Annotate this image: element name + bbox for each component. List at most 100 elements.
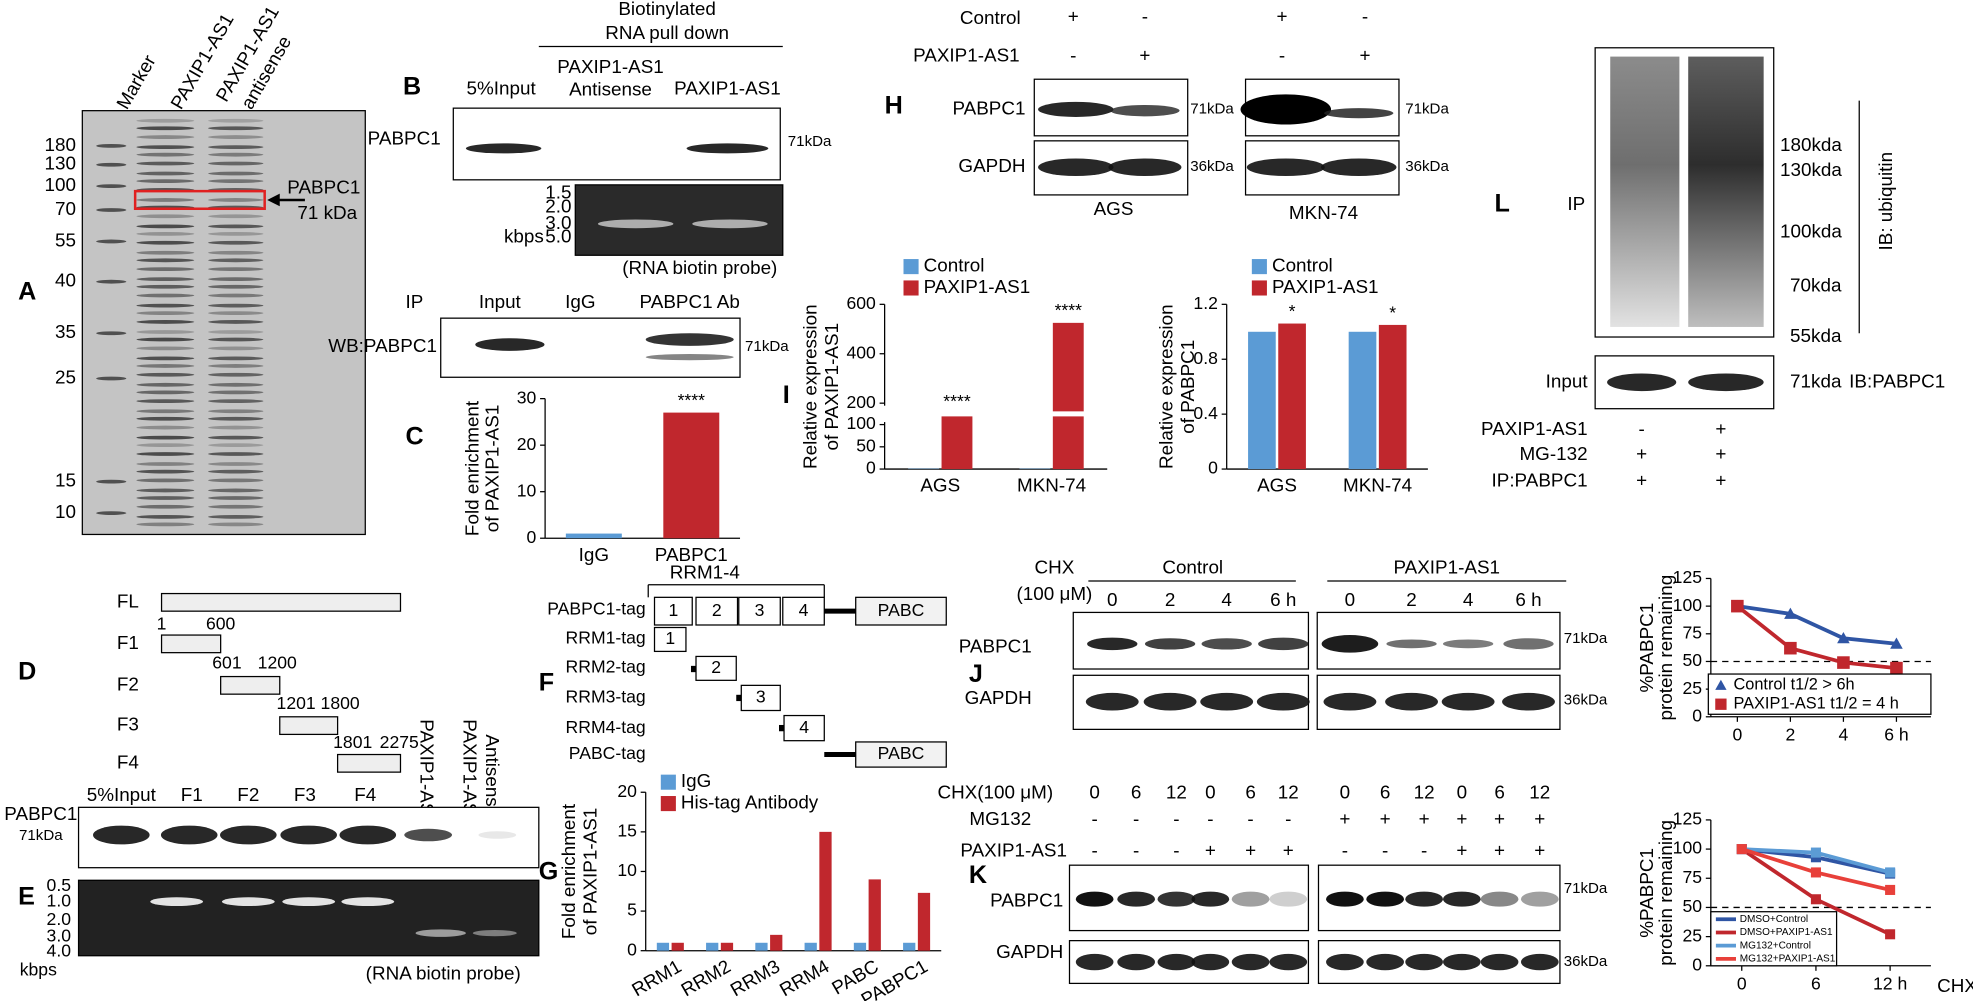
panel-label: K: [969, 861, 987, 889]
label: PABPC1: [952, 97, 1025, 118]
band: [136, 258, 195, 263]
band: [1075, 891, 1114, 907]
x-tick-label: RRM2: [677, 955, 734, 1000]
band: [221, 897, 275, 907]
band: [136, 469, 195, 474]
band: [208, 409, 264, 414]
label: 3: [755, 600, 765, 620]
label: 2275: [380, 732, 419, 752]
label: 71kDa: [1190, 100, 1234, 117]
band: [1326, 953, 1364, 971]
label: +: [1494, 839, 1505, 860]
label: -: [1207, 808, 1213, 829]
legend-label: IgG: [681, 770, 711, 791]
bar: [663, 412, 720, 539]
label: 71 kDa: [297, 202, 357, 223]
band: [208, 462, 264, 466]
band: [1117, 953, 1156, 971]
label: IP:PABPC1: [1492, 470, 1588, 491]
legend-swatch: [903, 280, 919, 296]
label: 180: [45, 134, 76, 155]
label: 4: [799, 717, 809, 737]
band: [208, 311, 264, 316]
band: [208, 161, 264, 166]
label: +: [1636, 443, 1647, 464]
band: [208, 390, 264, 395]
point: [1731, 599, 1744, 613]
bar: [1348, 331, 1377, 470]
band: [96, 511, 127, 515]
band: [136, 284, 195, 289]
point: [1890, 637, 1903, 649]
panel-label: B: [403, 73, 421, 101]
band: [208, 469, 264, 474]
domain-box: [653, 626, 687, 653]
band: [136, 330, 195, 334]
label: Control: [1162, 556, 1223, 577]
point: [1837, 656, 1850, 669]
band: [136, 478, 195, 483]
label: 4: [799, 600, 809, 620]
y-tick-label: 30: [517, 387, 537, 407]
band: [1480, 953, 1519, 971]
legend-label: His-tag Antibody: [681, 792, 819, 813]
band: [1269, 891, 1308, 907]
label: 1.5: [545, 182, 571, 203]
band: [136, 409, 195, 414]
label: 10: [55, 501, 76, 522]
label: +: [1339, 808, 1350, 829]
label: CHX: [1034, 556, 1074, 577]
y-tick-label: 5: [627, 900, 637, 920]
y-tick-label: 125: [1673, 567, 1703, 587]
label: PABPC1: [368, 128, 441, 149]
band: [1321, 635, 1379, 653]
band: [208, 356, 264, 361]
smear: [1688, 56, 1764, 327]
label: 71kDa: [19, 827, 63, 844]
label: Input: [479, 291, 522, 312]
highlight-box: [133, 189, 266, 211]
panel-label: J: [969, 660, 983, 688]
label: +: [1534, 808, 1545, 829]
y-tick-label: 0.8: [1193, 348, 1218, 368]
label: Biotinylated: [618, 0, 716, 19]
y-tick-label: 1.2: [1193, 293, 1217, 313]
label: 36kDa: [1564, 953, 1608, 970]
label: 4.0: [47, 941, 72, 961]
label: +: [1283, 839, 1294, 860]
band: [208, 293, 264, 298]
label: +: [1715, 418, 1726, 439]
band: [96, 331, 127, 336]
domain-box: [855, 596, 947, 626]
panel-label: F: [539, 669, 554, 697]
label: 2: [1165, 589, 1176, 610]
y-tick-label: 50: [856, 435, 876, 455]
band: [208, 135, 264, 139]
band: [1075, 953, 1114, 971]
band: [1441, 692, 1495, 711]
band: [597, 219, 674, 229]
label: RRM3-tag: [566, 687, 646, 707]
label: FL: [117, 590, 139, 611]
band: [1326, 891, 1364, 907]
band: [208, 443, 264, 448]
label: (100 μM): [1016, 583, 1092, 604]
y-tick-label: 10: [617, 860, 637, 880]
band: [136, 240, 195, 245]
fragment: [220, 675, 281, 695]
band: [136, 179, 195, 183]
label: 35: [55, 321, 76, 342]
band: [1366, 953, 1405, 971]
label: 55kda: [1790, 325, 1842, 346]
label: RRM2-tag: [566, 656, 646, 676]
band: [208, 171, 264, 176]
band: [1480, 891, 1519, 907]
smear: [1610, 56, 1680, 327]
point: [1715, 679, 1727, 690]
band: [208, 258, 264, 263]
label: PAXIP1-AS1: [417, 719, 438, 826]
band: [208, 346, 264, 351]
band: [136, 224, 195, 229]
label: PAXIP1-AS1: [557, 56, 664, 77]
line: [1737, 604, 1897, 646]
